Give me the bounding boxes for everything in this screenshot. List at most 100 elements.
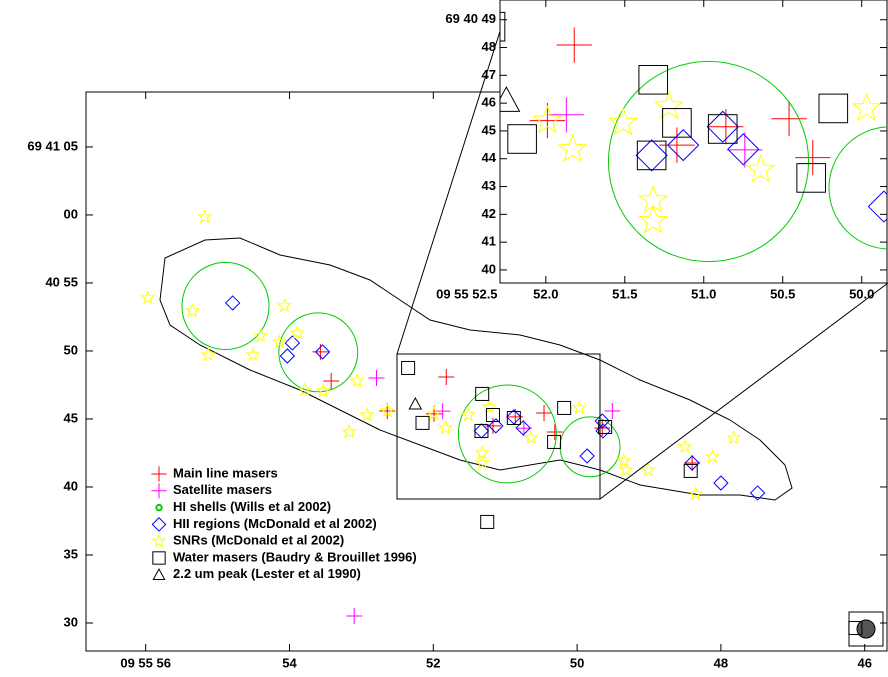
marker-square — [683, 463, 698, 478]
marker-star — [640, 462, 656, 477]
x-tick-label: 48 — [714, 655, 728, 670]
marker-star — [618, 462, 634, 477]
marker-diamond — [579, 448, 595, 464]
marker-star — [140, 289, 156, 305]
marker-square — [547, 434, 562, 449]
marker-star — [271, 334, 287, 349]
marker-triangle — [500, 86, 521, 112]
marker-star — [437, 419, 454, 435]
marker-star — [365, 39, 392, 65]
marker-star — [726, 430, 742, 445]
marker-plus — [536, 404, 553, 421]
plot-frame — [85, 91, 888, 652]
marker-star — [654, 90, 684, 120]
marker-star — [379, 402, 395, 418]
y-tick-label: 43 — [482, 178, 496, 193]
marker-star — [688, 485, 704, 501]
marker-diamond — [684, 455, 700, 471]
marker-star — [704, 448, 720, 464]
marker-square — [598, 419, 613, 434]
marker-square — [480, 514, 495, 529]
marker-square — [474, 423, 489, 438]
y-tick-label: 40 — [482, 261, 496, 276]
marker-star — [532, 104, 563, 134]
zoom-box — [396, 353, 601, 500]
y-tick-label: 69 40 49 — [445, 11, 496, 26]
connector-line — [599, 282, 888, 500]
marker-star — [197, 209, 213, 224]
hi-shell — [181, 261, 270, 350]
y-tick-label: 46 — [482, 95, 496, 110]
marker-plus — [434, 403, 451, 420]
marker-plus — [546, 424, 563, 441]
y-tick-label: 44 — [482, 150, 497, 165]
marker-square — [415, 415, 430, 430]
marker-square — [818, 93, 849, 124]
marker-plus — [795, 140, 831, 176]
legend-label: HII regions (McDonald et al 2002) — [173, 516, 377, 531]
inset-plot: 09 55 52.5 52.0 51.5 51.0 50.5 50.0 69 40 49 48… — [136, 0, 888, 301]
x-tick-label: 09 55 52.5 — [436, 286, 497, 301]
island-contour — [159, 237, 793, 501]
y-tick-label: 50 — [64, 342, 78, 357]
x-tick-label: 51.0 — [691, 286, 716, 301]
marker-diamond — [667, 129, 700, 162]
inset-frame — [499, 0, 888, 284]
y-tick-label: 45 — [482, 122, 496, 137]
marker-plus — [529, 103, 565, 139]
marker-star — [250, 57, 277, 83]
marker-star — [608, 107, 639, 136]
marker-plus — [403, 30, 438, 65]
marker-plus — [346, 608, 363, 625]
marker-diamond — [279, 348, 296, 364]
legend-marker — [151, 517, 167, 532]
marker-plus — [684, 455, 701, 472]
hi-shell — [212, 0, 373, 75]
marker-square — [506, 411, 521, 426]
marker-star — [200, 346, 216, 362]
marker-diamond — [506, 409, 522, 425]
marker-square — [638, 64, 669, 95]
marker-star — [136, 0, 163, 12]
connector-line — [396, 0, 511, 355]
marker-star — [745, 154, 776, 183]
marker-square — [475, 386, 490, 401]
marker-square — [500, 11, 506, 42]
marker-plus — [304, 36, 339, 71]
marker-star — [571, 400, 587, 415]
marker-square — [485, 408, 500, 423]
marker-star — [341, 424, 357, 439]
marker-star — [426, 405, 442, 421]
marker-square — [848, 621, 863, 636]
x-tick-label: 54 — [282, 655, 297, 670]
marker-diamond — [635, 139, 668, 172]
marker-diamond — [314, 344, 331, 360]
hi-shell — [278, 312, 359, 393]
y-tick-label: 69 41 05 — [27, 138, 78, 153]
legend-marker — [151, 466, 167, 482]
marker-plus — [771, 101, 807, 137]
marker-star — [481, 399, 497, 414]
y-tick-label: 47 — [482, 67, 496, 82]
marker-plus — [280, 0, 315, 11]
marker-star — [557, 133, 588, 163]
y-tick-label: 00 — [64, 206, 78, 221]
legend-marker — [152, 568, 166, 581]
marker-star — [349, 373, 365, 388]
marker-diamond — [515, 420, 531, 436]
markers — [136, 0, 887, 263]
marker-star — [297, 382, 313, 397]
marker-plus — [323, 373, 340, 390]
marker-square — [662, 108, 692, 138]
marker-diamond — [488, 418, 504, 434]
marker-diamond — [867, 190, 887, 223]
marker-plus — [438, 368, 455, 385]
marker-square — [707, 114, 738, 144]
y-tick-label: 40 — [64, 478, 78, 493]
legend: Main line masers Satellite masers HI shell… — [151, 465, 417, 581]
marker-plus — [556, 27, 592, 63]
marker-plus — [548, 97, 584, 133]
marker-square — [636, 140, 667, 171]
y-tick-label: 45 — [64, 410, 78, 425]
